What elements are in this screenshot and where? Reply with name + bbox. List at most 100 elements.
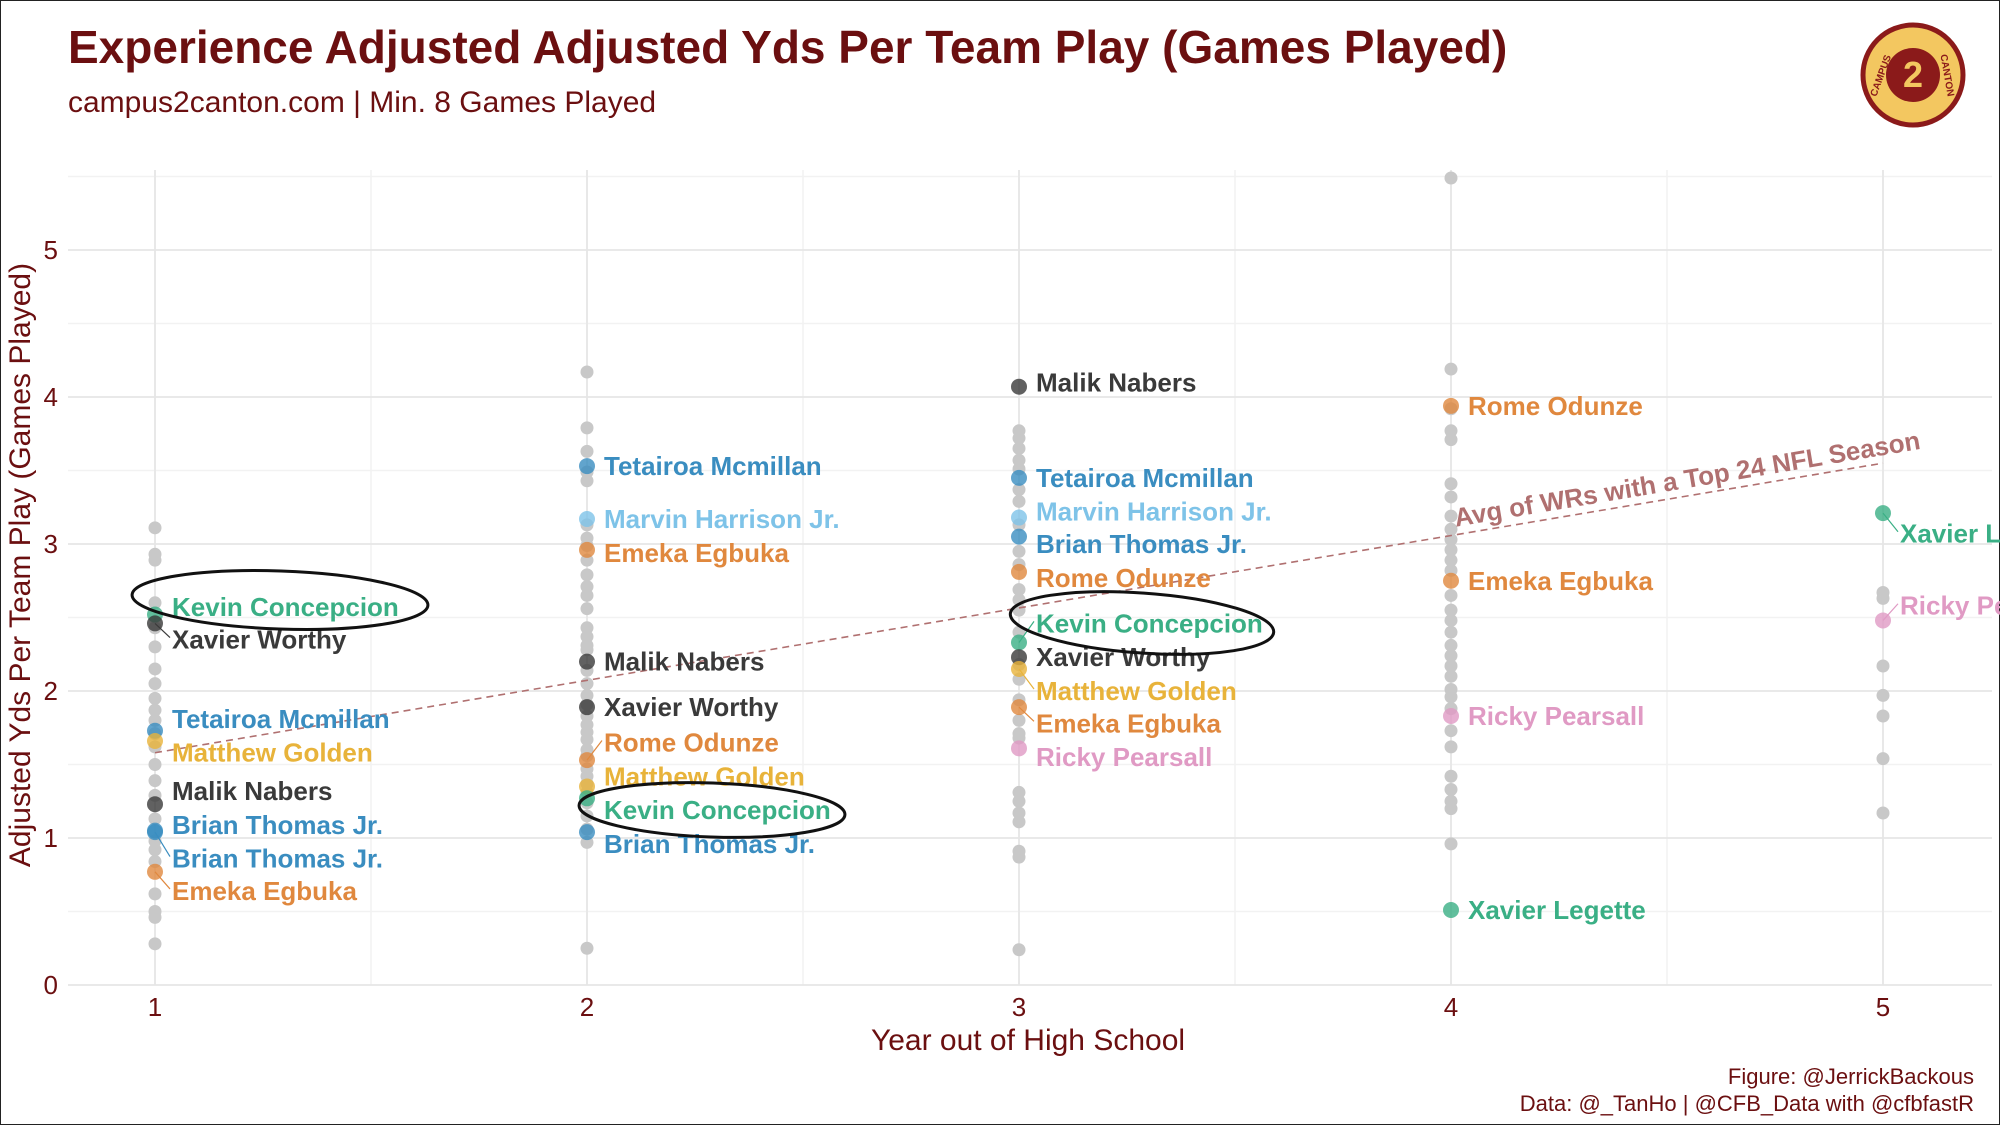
player-point [1443,572,1459,589]
player-label: Ricky Pearsall [1468,701,1644,731]
other-player-point [1876,709,1890,723]
other-player-point [1444,690,1458,704]
player-label: Xavier Worthy [1036,642,1211,672]
player-point [579,699,595,716]
player-label: Xavier Legette [1468,895,1646,925]
y-tick-label: 5 [44,235,58,265]
other-player-point [148,887,162,901]
player-label: Malik Nabers [1036,367,1196,397]
other-player-point [148,677,162,691]
player-label: Tetairoa Mcmillan [1036,463,1254,493]
highlighted-players-layer: Kevin Concepcion Xavier Worthy Tetairoa Mc… [147,367,2000,925]
player-label: Marvin Harrison Jr. [604,504,840,534]
player-label: Tetairoa Mcmillan [604,451,822,481]
player-point [147,732,163,749]
other-player-point [580,588,594,602]
circled-annotations-layer [130,569,1276,839]
other-player-point [1444,522,1458,536]
player-point [1011,563,1027,580]
other-player-point [1444,837,1458,851]
other-player-point [580,421,594,435]
player-label: Malik Nabers [172,776,332,806]
other-player-point [1012,794,1026,808]
other-player-point [148,691,162,705]
player-label: Emeka Egbuka [172,876,358,906]
other-player-point [1876,688,1890,702]
player-point [1011,469,1027,486]
other-player-point [1012,850,1026,864]
x-tick-label: 3 [1012,992,1026,1022]
trend-line-label: Avg of WRs with a Top 24 NFL Season [1452,425,1922,533]
player-label: Rome Odunze [1468,391,1643,421]
other-player-point [1444,625,1458,639]
player-point [579,458,595,475]
other-player-point [1444,362,1458,376]
player-point [1011,528,1027,545]
other-player-point [148,640,162,654]
other-player-point [580,677,594,691]
trend-line [154,462,1884,754]
other-player-point [1012,815,1026,829]
axis-layer: Year out of High School Adjusted Yds Per… [4,263,1185,1057]
player-point [1011,509,1027,526]
other-player-point [1444,588,1458,602]
other-player-point [148,910,162,924]
x-tick-label: 4 [1444,992,1458,1022]
other-player-point [580,568,594,582]
player-point [1443,397,1459,414]
player-point [1443,707,1459,724]
x-tick-label: 5 [1876,992,1890,1022]
player-point [1011,634,1027,651]
player-point [1443,902,1459,919]
player-label: Kevin Concepcion [604,795,831,825]
other-player-point [1444,603,1458,617]
player-point [1011,649,1027,666]
other-player-point [1444,433,1458,447]
other-player-point [148,703,162,717]
player-point [579,752,595,769]
other-player-point [1444,477,1458,491]
other-player-point [148,937,162,951]
player-label: Tetairoa Mcmillan [172,704,390,734]
chart-title: Experience Adjusted Adjusted Yds Per Tea… [68,21,1508,73]
y-tick-label: 4 [44,382,58,412]
other-player-point [1012,483,1026,497]
player-point [579,511,595,528]
player-point [1011,699,1027,716]
player-label: Matthew Golden [172,738,373,768]
other-player-point [1012,943,1026,957]
other-player-point [148,843,162,857]
other-player-point [1012,583,1026,597]
player-point [1011,740,1027,757]
other-player-point [1444,782,1458,796]
player-point [579,824,595,841]
other-player-point [580,733,594,747]
player-label: Kevin Concepcion [172,592,399,622]
player-label: Marvin Harrison Jr. [1036,497,1272,527]
player-label: Brian Thomas Jr. [1036,529,1247,559]
player-label: Rome Odunze [604,727,779,757]
highlight-ellipse [130,569,430,631]
other-player-point [1444,490,1458,504]
other-player-point [1444,543,1458,557]
highlight-ellipse [577,781,847,839]
player-label: Rome Odunze [1036,563,1211,593]
player-point [1011,378,1027,395]
chart-subtitle: campus2canton.com | Min. 8 Games Played [68,86,657,119]
other-player-point [1876,806,1890,820]
y-tick-label: 0 [44,970,58,1000]
other-player-point [1444,638,1458,652]
other-player-point [1444,769,1458,783]
other-player-point [580,643,594,657]
player-label: Ricky Pearsall [1900,591,2000,621]
player-point [579,778,595,795]
other-player-point [580,365,594,379]
player-label: Matthew Golden [1036,676,1237,706]
other-player-point [148,662,162,676]
y-tick-label: 1 [44,823,58,853]
other-player-point [1444,659,1458,673]
player-label: Brian Thomas Jr. [172,844,383,874]
other-player-point [1012,713,1026,727]
highlight-ellipse [1008,590,1276,656]
